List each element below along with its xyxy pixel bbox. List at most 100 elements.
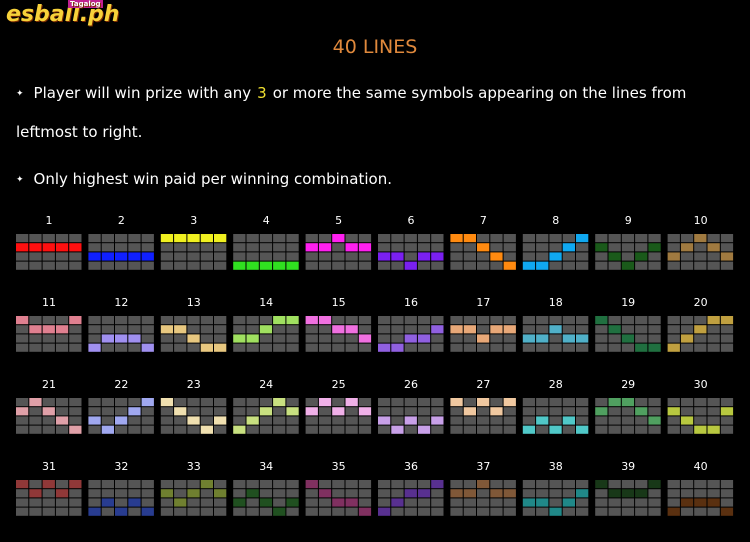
line-cell — [536, 416, 549, 425]
cell — [503, 234, 516, 243]
cell — [608, 234, 621, 243]
cell — [345, 416, 358, 425]
cell — [174, 243, 187, 252]
cell — [233, 398, 246, 407]
cell — [621, 407, 635, 416]
cell — [378, 234, 391, 243]
cell — [417, 343, 431, 352]
cell — [305, 234, 318, 243]
cell — [115, 261, 128, 270]
cell — [259, 416, 273, 425]
line-cell — [404, 261, 417, 270]
cell — [417, 234, 431, 243]
cell — [450, 416, 463, 425]
line-cell — [694, 325, 707, 334]
line-cell — [259, 325, 273, 334]
cell — [417, 398, 431, 407]
line-cell — [160, 325, 174, 334]
line-cell — [16, 243, 29, 252]
cell — [305, 398, 318, 407]
cell — [648, 507, 661, 516]
cell — [431, 334, 444, 343]
line-cell — [621, 398, 635, 407]
cell — [42, 498, 55, 507]
cell — [635, 243, 648, 252]
line-cell — [680, 498, 694, 507]
cell — [694, 480, 707, 489]
cell — [648, 489, 661, 498]
cell — [503, 343, 516, 352]
cell — [200, 261, 213, 270]
line-cell — [522, 261, 536, 270]
cell — [69, 234, 82, 243]
cell — [522, 243, 536, 252]
line-number: 39 — [621, 460, 635, 473]
line-cell — [345, 498, 358, 507]
line-cell — [88, 343, 101, 352]
cell — [259, 252, 273, 261]
line-cell — [707, 243, 720, 252]
line-cell — [562, 334, 575, 343]
cell — [595, 261, 608, 270]
cell — [16, 416, 29, 425]
cell — [174, 261, 187, 270]
cell — [562, 316, 575, 325]
line-number: 8 — [552, 214, 559, 227]
cell — [246, 252, 259, 261]
cell — [187, 480, 200, 489]
cell — [503, 252, 516, 261]
cell — [174, 425, 187, 434]
cell — [391, 325, 404, 334]
cell — [200, 334, 213, 343]
cell — [345, 334, 358, 343]
cell — [391, 334, 404, 343]
cell — [55, 343, 69, 352]
cell — [720, 489, 734, 498]
cell — [286, 334, 299, 343]
cell — [345, 234, 358, 243]
cell — [42, 316, 55, 325]
line-cell — [187, 234, 200, 243]
line-cell — [305, 243, 318, 252]
cell — [680, 316, 694, 325]
line-cell — [477, 398, 490, 407]
cell — [417, 243, 431, 252]
line-cell — [576, 489, 589, 498]
line-number: 35 — [332, 460, 346, 473]
line-number: 21 — [42, 378, 56, 391]
cell — [595, 234, 608, 243]
cell — [88, 316, 101, 325]
cell — [503, 243, 516, 252]
cell — [246, 234, 259, 243]
line-number: 18 — [549, 296, 563, 309]
line-cell — [233, 498, 246, 507]
cell — [187, 243, 200, 252]
cell — [576, 398, 589, 407]
cell — [720, 480, 734, 489]
cell — [286, 252, 299, 261]
cell — [286, 398, 299, 407]
cell — [477, 416, 490, 425]
cell — [141, 498, 154, 507]
cell — [450, 334, 463, 343]
line-cell — [69, 480, 82, 489]
line-cell — [29, 325, 42, 334]
cell — [128, 261, 141, 270]
line-cell — [200, 343, 213, 352]
cell — [286, 325, 299, 334]
cell — [635, 398, 648, 407]
cell — [42, 252, 55, 261]
cell — [88, 325, 101, 334]
line-cell — [536, 498, 549, 507]
cell — [595, 489, 608, 498]
line-cell — [667, 252, 680, 261]
line-cell — [391, 425, 404, 434]
cell — [378, 243, 391, 252]
cell — [503, 498, 516, 507]
cell — [562, 507, 575, 516]
cell — [29, 425, 42, 434]
cell — [128, 507, 141, 516]
cell — [522, 507, 536, 516]
cell — [273, 480, 286, 489]
cell — [29, 316, 42, 325]
